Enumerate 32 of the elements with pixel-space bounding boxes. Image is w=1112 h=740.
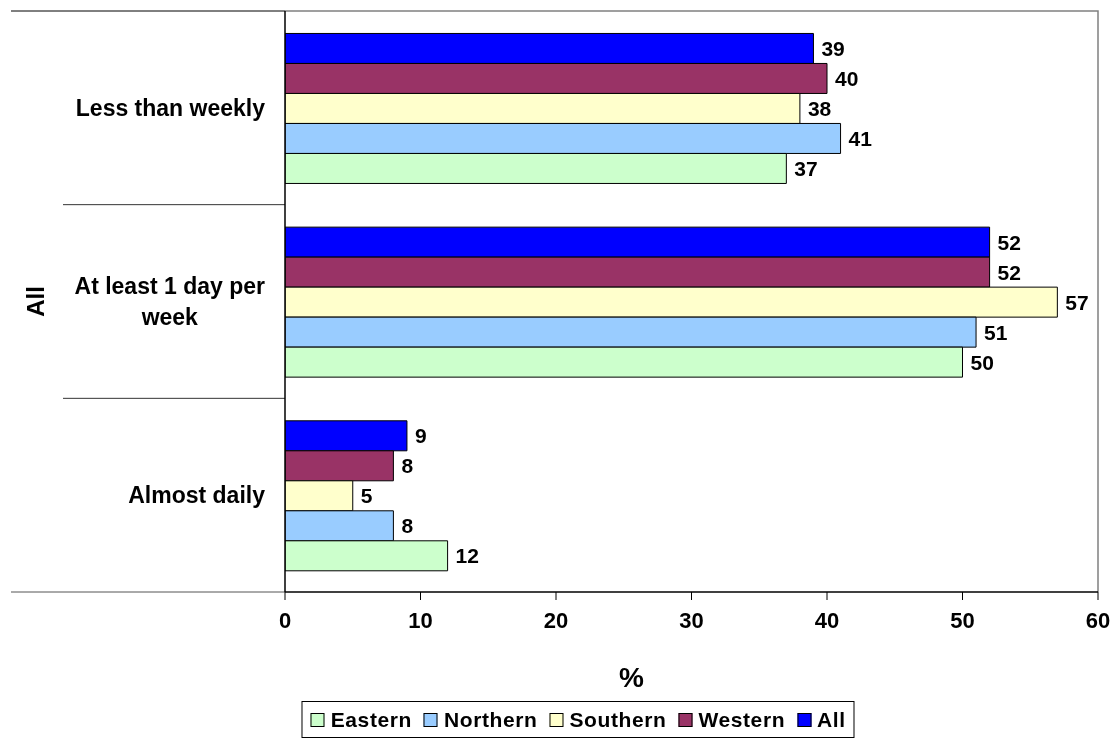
y-tick-label: Almost daily — [128, 482, 266, 509]
x-tick-label: 10 — [408, 607, 433, 633]
data-label: 52 — [997, 230, 1021, 254]
legend-label: Western — [698, 707, 786, 732]
data-label: 8 — [401, 514, 414, 538]
y-tick-label: At least 1 day per week — [74, 273, 266, 330]
x-tick-label: 50 — [950, 607, 975, 633]
data-label: 38 — [807, 96, 832, 120]
data-label: 39 — [821, 36, 845, 60]
legend-label: Southern — [569, 707, 667, 732]
x-axis-title: % — [619, 661, 645, 693]
y-tick-label: Less than weekly — [75, 94, 266, 121]
x-tick-label: 0 — [278, 607, 292, 633]
data-label: 51 — [984, 320, 1008, 344]
legend-label: Eastern — [330, 707, 412, 732]
x-tick-label: 20 — [543, 607, 569, 633]
data-label: 57 — [1065, 290, 1089, 314]
data-label: 5 — [360, 484, 373, 508]
data-label: 40 — [835, 66, 859, 90]
data-label: 52 — [997, 260, 1021, 284]
legend-label: All — [817, 707, 846, 732]
y-axis-title: All — [21, 286, 49, 317]
data-label: 8 — [401, 454, 414, 478]
x-tick-label: 60 — [1085, 607, 1111, 633]
data-label: 41 — [848, 126, 873, 150]
data-label: 12 — [455, 544, 479, 568]
x-tick-label: 40 — [814, 607, 840, 633]
data-label: 37 — [794, 156, 818, 180]
legend-label: Northern — [443, 707, 538, 732]
data-label: 50 — [970, 350, 994, 374]
data-label: 9 — [414, 424, 427, 448]
x-tick-label: 30 — [679, 607, 704, 633]
